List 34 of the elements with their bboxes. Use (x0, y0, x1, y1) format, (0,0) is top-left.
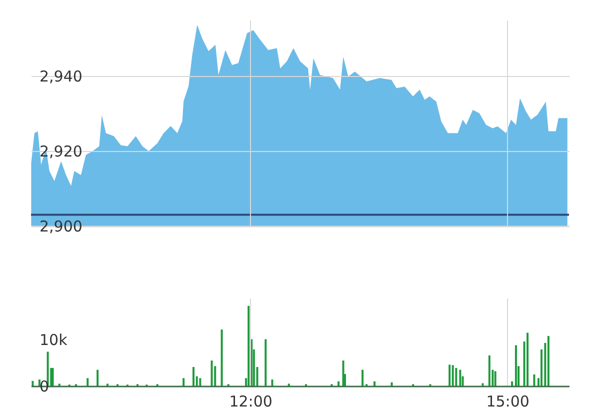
bar (338, 381, 340, 386)
bar (52, 368, 54, 386)
bar (46, 352, 49, 386)
bar (488, 355, 490, 386)
bar (374, 381, 376, 386)
bar (448, 364, 451, 386)
bar (96, 370, 99, 386)
bar (452, 365, 454, 386)
bar (511, 381, 514, 386)
y-tick-label: 10k (40, 331, 68, 350)
bar (271, 380, 274, 386)
y-tick-label: 2,940 (40, 68, 82, 86)
bar (210, 360, 213, 386)
bar (494, 371, 496, 386)
bar (220, 329, 223, 386)
bar (362, 370, 364, 386)
bar (547, 336, 550, 386)
bar (248, 306, 250, 386)
bar (514, 345, 517, 386)
bar (264, 339, 267, 386)
bar (182, 378, 185, 386)
x-tick-label: 15:00 (486, 392, 530, 410)
bar (482, 383, 484, 386)
y-tick-label: 2,920 (40, 142, 82, 161)
x-tick-label: 12:00 (229, 392, 272, 410)
bar (455, 368, 458, 386)
bar (533, 374, 536, 386)
bar (390, 382, 393, 386)
bar (86, 378, 89, 386)
bar (526, 332, 529, 386)
bar (32, 380, 34, 386)
bar (199, 378, 202, 386)
bar (192, 367, 195, 386)
bar (459, 370, 462, 386)
